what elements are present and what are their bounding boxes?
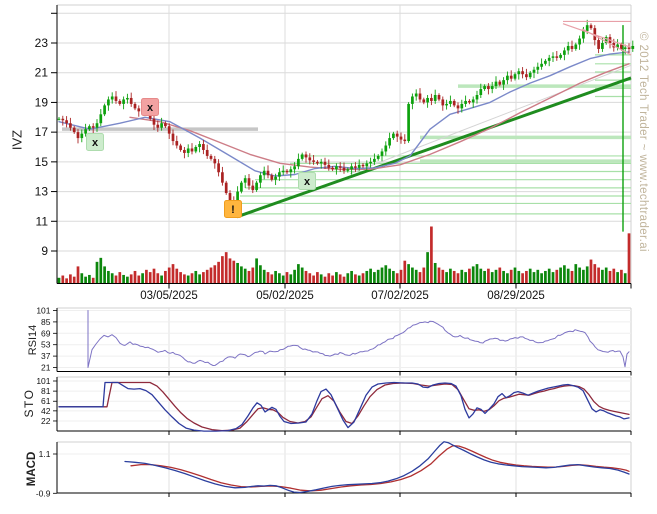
- svg-text:53: 53: [41, 340, 51, 350]
- svg-text:08/29/2025: 08/29/2025: [487, 290, 545, 302]
- svg-text:03/05/2025: 03/05/2025: [140, 290, 198, 302]
- svg-text:1.1: 1.1: [39, 449, 51, 459]
- pattern-lines: [562, 20, 632, 56]
- svg-text:x: x: [147, 102, 154, 114]
- price-axes: 23 21 19 17 15 13 11 9 03/05/2025 05/02/2025 07/02…: [35, 5, 632, 302]
- price-panel-symbol-label: IVZ: [9, 129, 25, 151]
- sto-panel-label: STO: [22, 388, 36, 418]
- svg-text:37: 37: [41, 351, 51, 361]
- svg-text:9: 9: [41, 244, 48, 258]
- svg-text:85: 85: [41, 317, 51, 327]
- svg-text:101: 101: [36, 376, 50, 386]
- support-resistance-levels: [62, 54, 632, 215]
- svg-text:42: 42: [41, 406, 51, 416]
- svg-text:19: 19: [35, 95, 49, 109]
- svg-text:61: 61: [41, 396, 51, 406]
- price-grid: [57, 4, 632, 284]
- svg-text:17: 17: [35, 125, 49, 139]
- svg-text:11: 11: [36, 214, 49, 228]
- svg-text:07/02/2025: 07/02/2025: [371, 290, 429, 302]
- macd-panel-label: MACD: [26, 451, 38, 487]
- signal-markers: x x x!: [86, 98, 316, 218]
- moving-averages: [58, 51, 630, 177]
- rsi-panel-label: RSI14: [27, 324, 39, 356]
- svg-text:21: 21: [41, 363, 51, 373]
- candlesticks: [57, 19, 635, 232]
- volume-bars: [57, 226, 631, 284]
- svg-text:23: 23: [35, 36, 49, 50]
- svg-text:81: 81: [41, 386, 51, 396]
- svg-text:15: 15: [35, 155, 49, 169]
- svg-text:22: 22: [41, 416, 51, 426]
- svg-text:!: !: [231, 204, 235, 216]
- svg-text:x: x: [92, 137, 99, 149]
- svg-text:69: 69: [41, 328, 51, 338]
- svg-text:x: x: [304, 176, 311, 188]
- trendline: [236, 76, 632, 219]
- svg-text:05/02/2025: 05/02/2025: [256, 290, 314, 302]
- svg-text:21: 21: [35, 66, 49, 80]
- watermark: © 2012 Tech Trader ~ www.techtrader.ai: [637, 31, 649, 253]
- svg-text:-0.9: -0.9: [36, 488, 51, 498]
- svg-text:13: 13: [35, 185, 49, 199]
- svg-text:101: 101: [36, 306, 50, 316]
- macd-panel: 1.1 -0.9: [36, 441, 632, 498]
